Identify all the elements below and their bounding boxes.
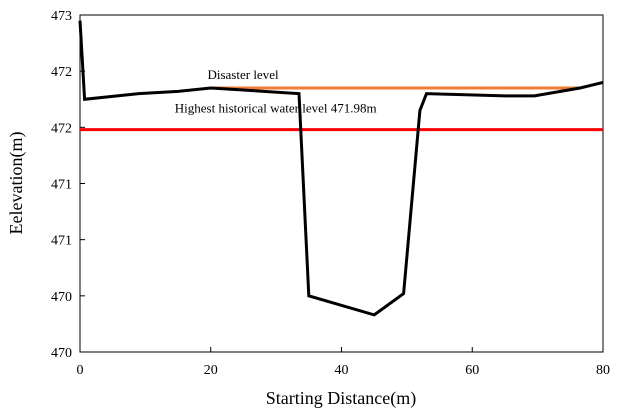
x-tick-label-3: 60 (465, 363, 479, 378)
y-tick-label-4: 472 (51, 121, 72, 136)
reference-label-0: Highest historical water level 471.98m (175, 101, 377, 116)
x-axis-ticks: 0 20 40 60 80 (77, 347, 610, 378)
y-tick-label-3: 471 (51, 178, 72, 193)
reference-label-1: Disaster level (207, 67, 279, 82)
x-tick-label-2: 40 (335, 363, 349, 378)
series-group (78, 20, 604, 317)
x-tick-label-1: 20 (204, 363, 218, 378)
y-axis-ticks: 470470471471472472473473 (51, 9, 85, 361)
y-axis-title: Eelevation(m) (6, 132, 27, 235)
x-tick-label-0: 0 (77, 363, 84, 378)
reference-lines (80, 86, 603, 132)
x-axis-title: Starting Distance(m) (266, 388, 416, 409)
y-tick-label-0: 470 (51, 346, 72, 361)
y-tick-label-6: 473 (51, 9, 72, 24)
plot-frame (79, 14, 604, 353)
y-tick-label-1: 470 (51, 290, 72, 305)
y-tick-label-2: 471 (51, 234, 72, 249)
y-tick-label-5: 472 (51, 65, 72, 80)
series-line-0 (78, 20, 604, 317)
annotations: Highest historical water level 471.98m Di… (175, 67, 377, 116)
x-tick-label-4: 80 (596, 363, 610, 378)
